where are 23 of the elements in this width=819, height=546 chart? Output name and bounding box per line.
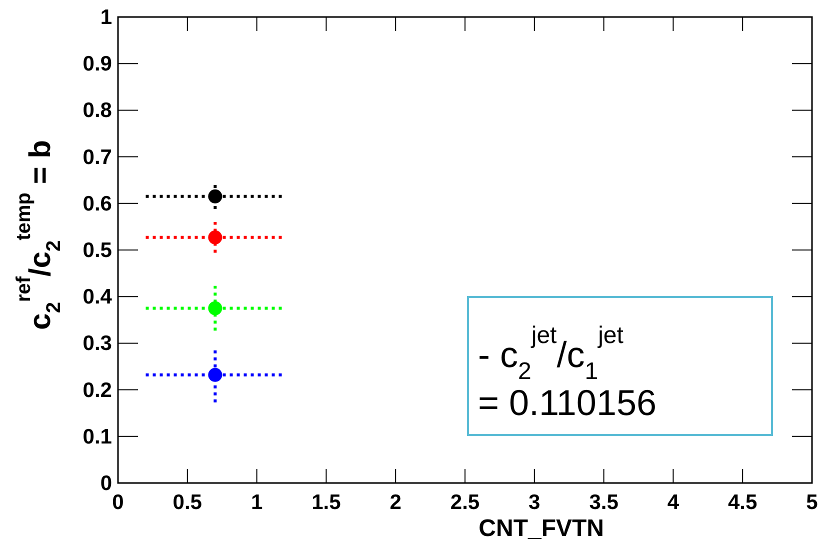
x-tick-label: 5	[806, 491, 818, 514]
x-axis-title: CNT_FVTN	[478, 515, 604, 542]
y-tick-label: 0.2	[82, 378, 112, 402]
y-tick-label: 0	[100, 472, 112, 495]
y-tick-label: 0.1	[82, 425, 112, 448]
x-tick-label: 1.5	[312, 491, 342, 514]
annotation: = 0.110156	[478, 382, 657, 423]
y-tick-label: 0.3	[82, 332, 112, 356]
y-tick-label: 0.6	[82, 192, 112, 216]
y-tick-label: 1	[100, 6, 112, 29]
x-tick-label: 4.5	[728, 491, 758, 514]
y-tick-label: 0.9	[82, 52, 112, 76]
y-tick-label: 0.5	[82, 239, 112, 262]
x-tick-label: 3.5	[589, 491, 619, 514]
x-tick-label: 3	[528, 491, 540, 514]
x-tick-label: 1	[250, 491, 263, 514]
x-tick-label: 2.5	[450, 491, 480, 514]
x-tick-label: 0.5	[172, 491, 202, 514]
x-tick-label: 2	[390, 491, 402, 514]
y-tick-label: 0.4	[82, 286, 112, 309]
y-tick-label: 0.7	[82, 146, 112, 169]
x-tick-label: 4	[667, 491, 680, 514]
y-tick-label: 0.8	[82, 99, 112, 122]
